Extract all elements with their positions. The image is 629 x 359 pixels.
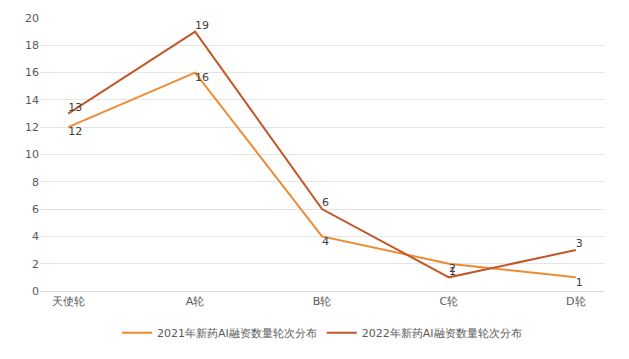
svg-text:B轮: B轮: [313, 295, 332, 308]
svg-text:12: 12: [68, 125, 82, 138]
svg-text:14: 14: [25, 94, 39, 107]
svg-text:20: 20: [25, 12, 39, 25]
svg-text:13: 13: [68, 101, 82, 114]
svg-text:A轮: A轮: [186, 295, 205, 308]
svg-text:2: 2: [32, 258, 39, 271]
svg-text:10: 10: [25, 148, 39, 161]
svg-text:6: 6: [32, 203, 39, 216]
svg-text:19: 19: [195, 19, 209, 32]
svg-text:12: 12: [25, 121, 39, 134]
svg-text:1: 1: [576, 276, 583, 289]
svg-text:1: 1: [449, 265, 456, 278]
svg-text:16: 16: [195, 71, 209, 84]
svg-text:0: 0: [32, 285, 39, 298]
svg-text:2022年新药AI融资数量轮次分布: 2022年新药AI融资数量轮次分布: [362, 327, 522, 340]
svg-text:18: 18: [25, 39, 39, 52]
svg-text:4: 4: [322, 235, 329, 248]
svg-text:6: 6: [322, 196, 329, 209]
svg-text:天使轮: 天使轮: [52, 295, 85, 308]
svg-text:2: 2: [449, 262, 456, 275]
svg-text:16: 16: [25, 66, 39, 79]
svg-text:C轮: C轮: [440, 295, 459, 308]
svg-text:3: 3: [576, 237, 583, 250]
svg-text:2021年新药AI融资数量轮次分布: 2021年新药AI融资数量轮次分布: [157, 327, 317, 340]
svg-text:8: 8: [32, 176, 39, 189]
svg-text:4: 4: [32, 230, 39, 243]
svg-text:D轮: D轮: [566, 295, 585, 308]
